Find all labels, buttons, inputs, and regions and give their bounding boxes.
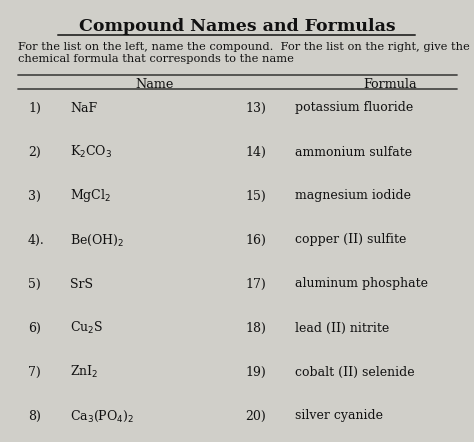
Text: NaF: NaF (70, 102, 97, 114)
Text: ZnI$_{2}$: ZnI$_{2}$ (70, 364, 99, 380)
Text: ammonium sulfate: ammonium sulfate (295, 145, 412, 159)
Text: 5): 5) (28, 278, 41, 290)
Text: For the list on the left, name the compound.  For the list on the right, give th: For the list on the left, name the compo… (18, 42, 470, 52)
Text: 16): 16) (245, 233, 266, 247)
Text: magnesium iodide: magnesium iodide (295, 190, 411, 202)
Text: Ca$_{3}$(PO$_{4}$)$_{2}$: Ca$_{3}$(PO$_{4}$)$_{2}$ (70, 408, 134, 423)
Text: 8): 8) (28, 409, 41, 423)
Text: 6): 6) (28, 321, 41, 335)
Text: SrS: SrS (70, 278, 93, 290)
Text: lead (II) nitrite: lead (II) nitrite (295, 321, 389, 335)
Text: 17): 17) (245, 278, 266, 290)
Text: Formula: Formula (363, 78, 417, 91)
Text: 13): 13) (245, 102, 266, 114)
Text: 3): 3) (28, 190, 41, 202)
Text: 2): 2) (28, 145, 41, 159)
Text: Compound Names and Formulas: Compound Names and Formulas (79, 18, 395, 35)
Text: K$_{2}$CO$_{3}$: K$_{2}$CO$_{3}$ (70, 144, 112, 160)
Text: chemical formula that corresponds to the name: chemical formula that corresponds to the… (18, 54, 294, 64)
Text: 15): 15) (245, 190, 266, 202)
Text: MgCl$_{2}$: MgCl$_{2}$ (70, 187, 111, 205)
Text: Name: Name (136, 78, 174, 91)
Text: aluminum phosphate: aluminum phosphate (295, 278, 428, 290)
Text: 19): 19) (245, 366, 266, 378)
Text: 18): 18) (245, 321, 266, 335)
Text: 7): 7) (28, 366, 41, 378)
Text: copper (II) sulfite: copper (II) sulfite (295, 233, 406, 247)
Text: 14): 14) (245, 145, 266, 159)
Text: 20): 20) (245, 409, 266, 423)
Text: Cu$_{2}$S: Cu$_{2}$S (70, 320, 103, 336)
Text: silver cyanide: silver cyanide (295, 409, 383, 423)
Text: potassium fluoride: potassium fluoride (295, 102, 413, 114)
Text: 1): 1) (28, 102, 41, 114)
Text: 4).: 4). (28, 233, 45, 247)
Text: cobalt (II) selenide: cobalt (II) selenide (295, 366, 415, 378)
Text: Be(OH)$_{2}$: Be(OH)$_{2}$ (70, 232, 124, 248)
